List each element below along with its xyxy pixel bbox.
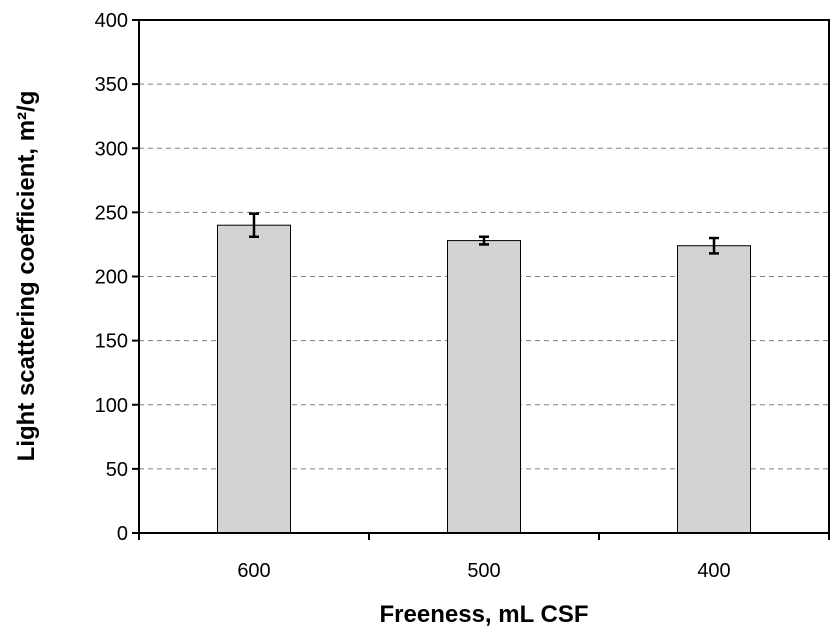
y-axis-title: Light scattering coefficient, m²/g — [13, 91, 40, 462]
x-axis: 600 500 400 — [138, 533, 830, 582]
bar-400 — [677, 245, 751, 534]
x-axis-title: Freeness, mL CSF — [380, 601, 589, 628]
x-tick-label: 500 — [467, 560, 500, 582]
y-tick-label: 100 — [95, 395, 128, 417]
y-tick-label: 150 — [95, 331, 128, 353]
x-tick-label: 400 — [697, 560, 730, 582]
y-tick-label: 400 — [95, 10, 128, 32]
y-axis: 0 50 100 150 200 250 300 350 400 — [95, 10, 139, 545]
y-tick-label: 0 — [117, 523, 128, 545]
y-tick-label: 350 — [95, 74, 128, 96]
y-tick-label: 300 — [95, 138, 128, 160]
x-tick-label: 600 — [237, 560, 270, 582]
y-tick-label: 250 — [95, 202, 128, 224]
bar-600 — [217, 224, 291, 534]
error-bars — [249, 212, 719, 255]
y-tick-label: 50 — [106, 459, 128, 481]
y-tick-label: 200 — [95, 267, 128, 289]
bar-500 — [447, 240, 521, 534]
bars — [217, 224, 751, 534]
